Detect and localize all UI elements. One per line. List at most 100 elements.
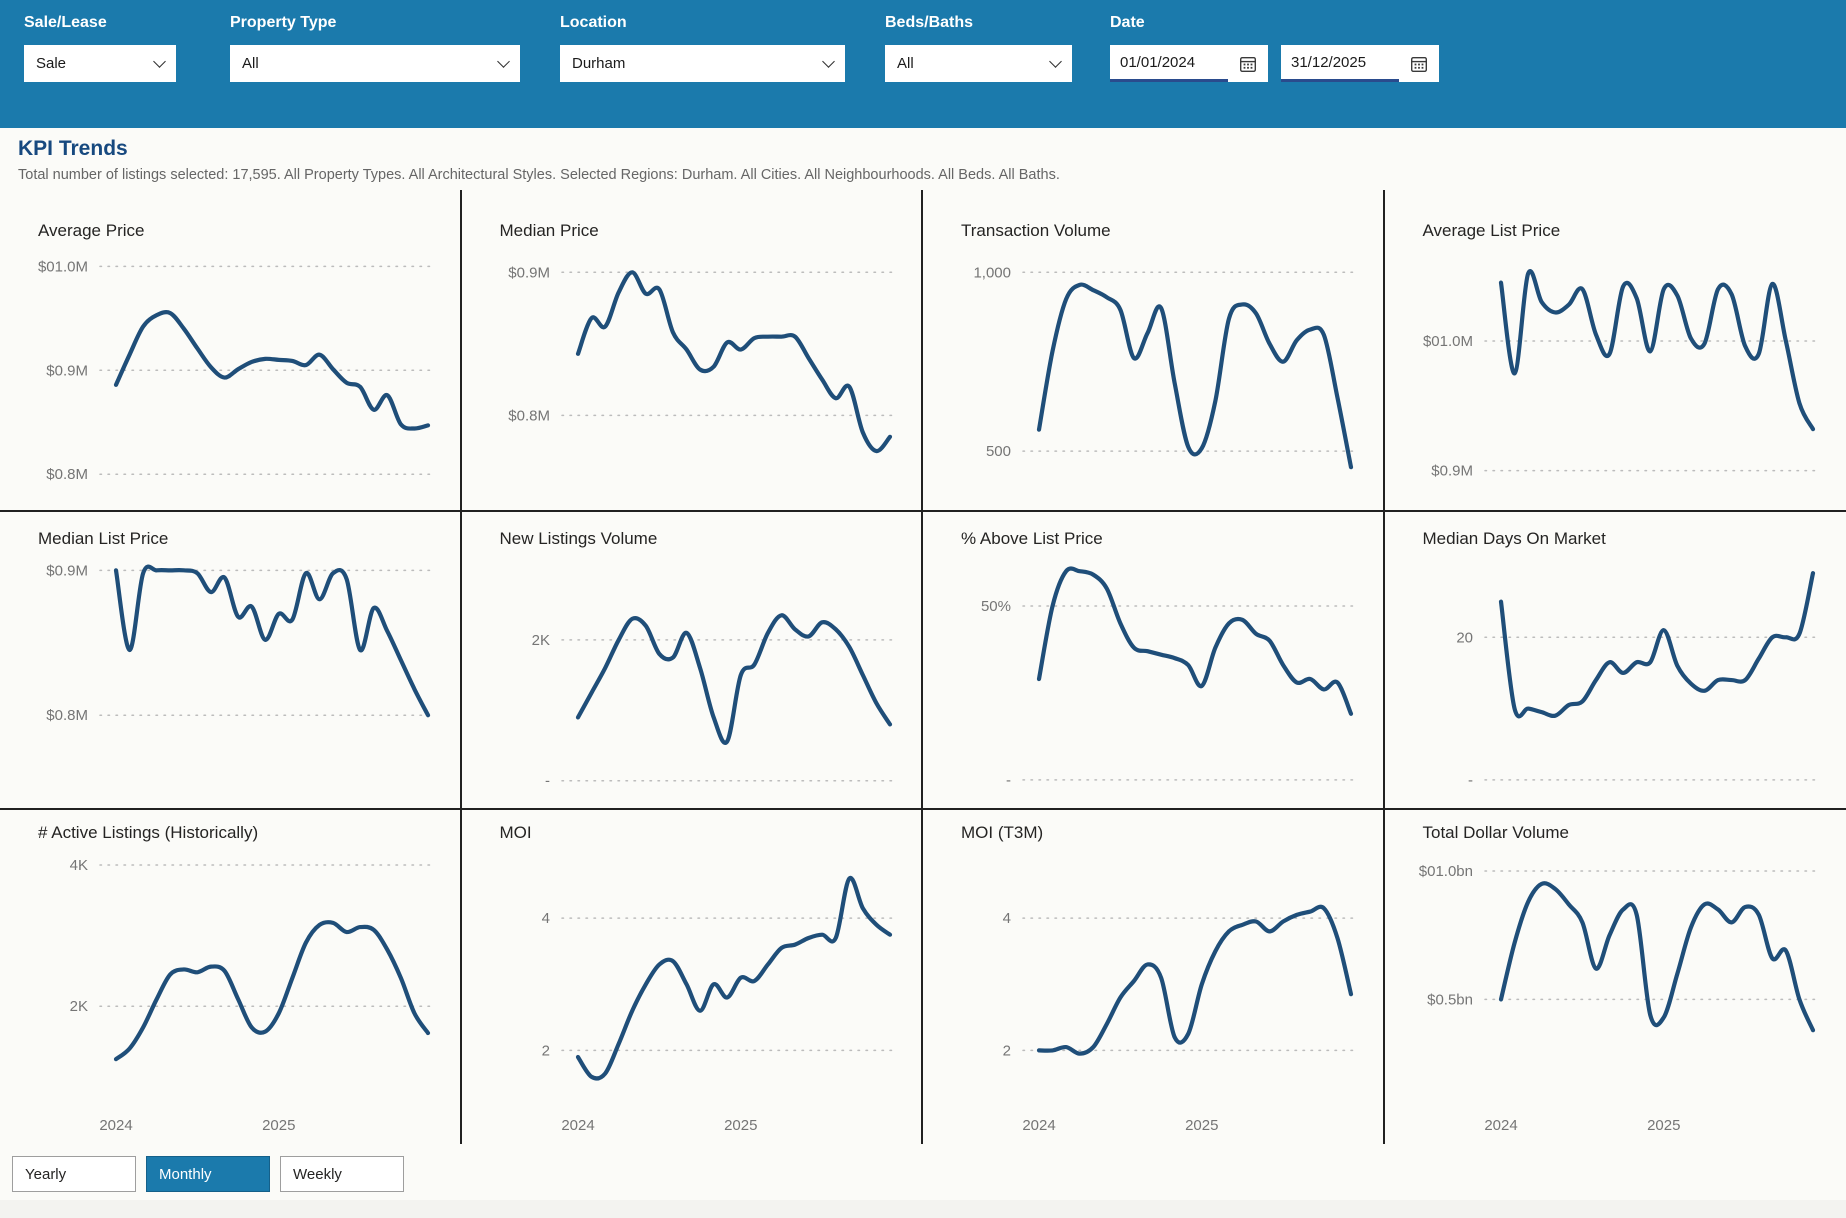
average-list-price-chart: $01.0M $0.9M [1385, 242, 1845, 512]
new-listings-volume-chart: 2K - [462, 550, 922, 810]
svg-text:2024: 2024 [1022, 1117, 1055, 1134]
moi-chart: 4 2 2024 2025 [462, 844, 922, 1144]
svg-text:2: 2 [541, 1042, 549, 1059]
chart-title: New Listings Volume [462, 512, 922, 550]
svg-text:1,000: 1,000 [973, 264, 1011, 281]
svg-text:$01.0M: $01.0M [1422, 333, 1472, 350]
sale-lease-select[interactable]: Sale [24, 45, 176, 82]
svg-text:2025: 2025 [1647, 1117, 1680, 1134]
svg-text:$0.9M: $0.9M [508, 264, 550, 281]
chevron-down-icon [153, 55, 166, 68]
chart-cell-median-price: Median Price $0.9M$0.8M [462, 190, 924, 512]
svg-text:2K: 2K [531, 632, 549, 649]
median-list-price-chart: $0.9M$0.8M [0, 550, 460, 810]
date-end-box [1281, 45, 1439, 82]
chevron-down-icon [1049, 55, 1062, 68]
svg-text:$0.8M: $0.8M [46, 466, 88, 483]
svg-text:2024: 2024 [1484, 1117, 1517, 1134]
chevron-down-icon [822, 55, 835, 68]
date-end-input[interactable] [1281, 45, 1399, 82]
chart-title: # Active Listings (Historically) [0, 810, 460, 844]
svg-text:20: 20 [1456, 629, 1473, 646]
average-price-chart: $01.0M$0.9M$0.8M [0, 242, 460, 512]
toggle-weekly[interactable]: Weekly [280, 1156, 404, 1192]
svg-text:2025: 2025 [1185, 1117, 1218, 1134]
chart-cell-median-days-on-market: Median Days On Market 20- [1385, 512, 1846, 810]
date-label: Date [1110, 14, 1439, 32]
filter-beds-baths: Beds/Baths All [885, 14, 1072, 82]
svg-text:$01.0M: $01.0M [38, 258, 88, 275]
svg-text:2: 2 [1003, 1042, 1011, 1059]
location-label: Location [560, 14, 845, 32]
beds-baths-value: All [897, 55, 914, 72]
sale-lease-label: Sale/Lease [24, 14, 176, 32]
svg-text:4: 4 [541, 910, 549, 927]
chart-cell-moi: MOI 4 2 2024 2025 [462, 810, 924, 1144]
location-select[interactable]: Durham [560, 45, 845, 82]
svg-text:$01.0bn: $01.0bn [1418, 863, 1472, 880]
chart-title: Median Price [462, 190, 922, 242]
pct-above-list-price-chart: 50% - [923, 550, 1383, 810]
svg-text:2025: 2025 [262, 1117, 295, 1134]
property-type-value: All [242, 55, 259, 72]
chart-cell-pct-above-list-price: % Above List Price 50% - [923, 512, 1385, 810]
svg-text:$0.5bn: $0.5bn [1427, 991, 1473, 1008]
svg-text:4K: 4K [70, 857, 88, 874]
svg-text:-: - [1468, 772, 1473, 789]
svg-text:4: 4 [1003, 910, 1011, 927]
svg-text:$0.8M: $0.8M [46, 707, 88, 724]
filter-date: Date [1110, 14, 1439, 82]
svg-text:500: 500 [986, 443, 1011, 460]
chart-title: Transaction Volume [923, 190, 1383, 242]
total-dollar-volume-chart: $01.0bn $0.5bn 2024 2025 [1385, 844, 1845, 1144]
chart-cell-moi-t3m: MOI (T3M) 4 2 2024 2025 [923, 810, 1385, 1144]
median-days-on-market-chart: 20 - [1385, 550, 1845, 810]
chart-cell-new-listings-volume: New Listings Volume 2K - [462, 512, 924, 810]
chart-title: Average List Price [1385, 190, 1846, 242]
calendar-icon[interactable] [1228, 45, 1268, 82]
beds-baths-select[interactable]: All [885, 45, 1072, 82]
svg-text:50%: 50% [981, 598, 1011, 615]
chart-cell-transaction-volume: Transaction Volume 1,000 500 [923, 190, 1385, 512]
svg-text:-: - [545, 773, 550, 790]
moi-t3m-chart: 4 2 2024 2025 [923, 844, 1383, 1144]
beds-baths-label: Beds/Baths [885, 14, 1072, 32]
svg-text:$0.9M: $0.9M [1431, 463, 1473, 480]
filter-sale-lease: Sale/Lease Sale [24, 14, 176, 82]
page-title: KPI Trends [18, 136, 1846, 162]
transaction-volume-chart: 1,000 500 [923, 242, 1383, 512]
chevron-down-icon [497, 55, 510, 68]
property-type-label: Property Type [230, 14, 520, 32]
chart-title: MOI (T3M) [923, 810, 1383, 844]
date-start-box [1110, 45, 1268, 82]
property-type-select[interactable]: All [230, 45, 520, 82]
date-start-input[interactable] [1110, 45, 1228, 82]
svg-text:2024: 2024 [99, 1117, 132, 1134]
chart-cell-active-listings: # Active Listings (Historically) 4K 2K 202… [0, 810, 462, 1144]
location-value: Durham [572, 55, 625, 72]
filter-location: Location Durham [560, 14, 845, 82]
svg-text:2024: 2024 [561, 1117, 594, 1134]
toggle-monthly[interactable]: Monthly [146, 1156, 270, 1192]
filter-bar: Sale/Lease Sale Property Type All Locati… [0, 0, 1846, 128]
svg-text:-: - [1006, 772, 1011, 789]
chart-cell-average-price: Average Price $01.0M$0.9M$0.8M [0, 190, 462, 512]
toggle-yearly[interactable]: Yearly [12, 1156, 136, 1192]
chart-cell-median-list-price: Median List Price $0.9M$0.8M [0, 512, 462, 810]
chart-title: MOI [462, 810, 922, 844]
calendar-icon[interactable] [1399, 45, 1439, 82]
svg-text:2025: 2025 [724, 1117, 757, 1134]
filter-summary: Total number of listings selected: 17,59… [18, 166, 1846, 184]
footer-strip [0, 1200, 1846, 1218]
median-price-chart: $0.9M$0.8M [462, 242, 922, 512]
svg-text:2K: 2K [70, 998, 88, 1015]
chart-title: Average Price [0, 190, 460, 242]
chart-title: Median List Price [0, 512, 460, 550]
chart-title: % Above List Price [923, 512, 1383, 550]
granularity-toggle-group: Yearly Monthly Weekly [12, 1156, 1846, 1192]
sale-lease-value: Sale [36, 55, 66, 72]
chart-cell-average-list-price: Average List Price $01.0M $0.9M [1385, 190, 1846, 512]
active-listings-chart: 4K 2K 2024 2025 [0, 844, 460, 1144]
kpi-grid: Average Price $01.0M$0.9M$0.8M Median Pr… [0, 190, 1846, 1144]
